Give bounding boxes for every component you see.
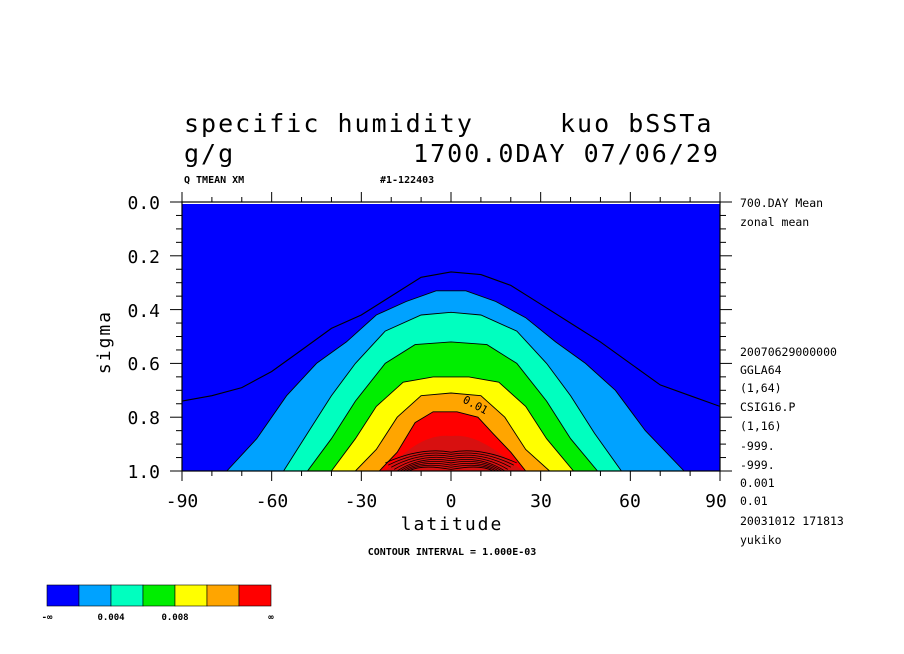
colorbar-label: -∞ xyxy=(42,613,53,623)
y-tick-label: 0.0 xyxy=(127,193,160,214)
side-info-text: 20070629000000 xyxy=(740,345,837,359)
colorbar-swatch xyxy=(174,584,208,607)
side-info-text: (1,64) xyxy=(740,381,782,395)
x-tick-label: 90 xyxy=(705,491,727,512)
colorbar-swatch xyxy=(206,584,240,607)
x-tick-label: -60 xyxy=(256,491,289,512)
colorbar-swatch xyxy=(142,584,176,607)
chart-units: g/g xyxy=(184,139,235,168)
contour-line xyxy=(182,271,720,407)
contour-line xyxy=(307,341,598,471)
colorbar-swatch xyxy=(238,584,272,607)
contour-line xyxy=(331,376,574,471)
colorbar-swatch xyxy=(46,584,80,607)
chart-timestamp: 1700.0DAY 07/06/29 xyxy=(413,139,720,168)
side-info-text: -999. xyxy=(740,439,775,453)
x-axis-label: latitude xyxy=(401,514,504,535)
chart-title: specific humidity xyxy=(184,109,474,138)
y-tick-label: 0.4 xyxy=(127,301,160,322)
side-info-text: 20031012 171813 xyxy=(740,514,844,528)
y-tick-label: 0.6 xyxy=(127,354,160,375)
side-info-text: CSIG16.P xyxy=(740,400,795,414)
side-info-text: -999. xyxy=(740,458,775,472)
contour-line xyxy=(388,452,514,466)
contour-line xyxy=(405,464,497,471)
side-info-text: 700.DAY Mean xyxy=(740,196,823,210)
y-axis-label: sigma xyxy=(94,310,115,374)
y-tick-label: 0.2 xyxy=(127,247,160,268)
colorbar-swatch xyxy=(110,584,144,607)
axes-group xyxy=(170,192,732,481)
colorbar xyxy=(46,584,272,607)
contour-fill xyxy=(385,435,523,471)
colorbar-swatch xyxy=(78,584,112,607)
colorbar-label: 0.004 xyxy=(97,613,125,623)
contour-line xyxy=(283,311,622,471)
x-tick-label: -30 xyxy=(345,491,378,512)
variable-label: Q TMEAN XM xyxy=(184,175,244,186)
contour-line xyxy=(378,411,527,471)
side-info-text: zonal mean xyxy=(740,215,809,229)
side-info-text: (1,16) xyxy=(740,419,782,433)
colorbar-label: ∞ xyxy=(268,613,274,623)
contour-line xyxy=(408,466,494,471)
contour-line xyxy=(226,290,685,471)
contour-line xyxy=(399,461,503,471)
contour-fill-group xyxy=(182,204,720,471)
x-tick-label: 30 xyxy=(530,491,552,512)
x-tick-label: 0 xyxy=(446,491,457,512)
side-info-text: 0.01 xyxy=(740,494,768,508)
side-info-text: 0.001 xyxy=(740,476,775,490)
contour-line xyxy=(402,462,500,471)
contour-line xyxy=(391,454,511,468)
x-tick-label: 60 xyxy=(619,491,641,512)
contour-line xyxy=(385,450,517,464)
run-id: #1-122403 xyxy=(380,175,434,186)
contour-line-group xyxy=(182,271,720,471)
colorbar-label: 0.008 xyxy=(161,613,188,623)
contour-line xyxy=(396,458,506,471)
x-tick-label: -90 xyxy=(166,491,199,512)
contour-line xyxy=(355,392,550,471)
y-tick-label: 1.0 xyxy=(127,462,160,483)
y-tick-label: 0.8 xyxy=(127,408,160,429)
contour-line xyxy=(394,456,508,470)
contour-interval: CONTOUR INTERVAL = 1.000E-03 xyxy=(368,547,537,558)
chart-subtitle-right: kuo bSSTa xyxy=(560,109,713,138)
side-info-text: yukiko xyxy=(740,533,782,547)
side-info-text: GGLA64 xyxy=(740,363,782,377)
